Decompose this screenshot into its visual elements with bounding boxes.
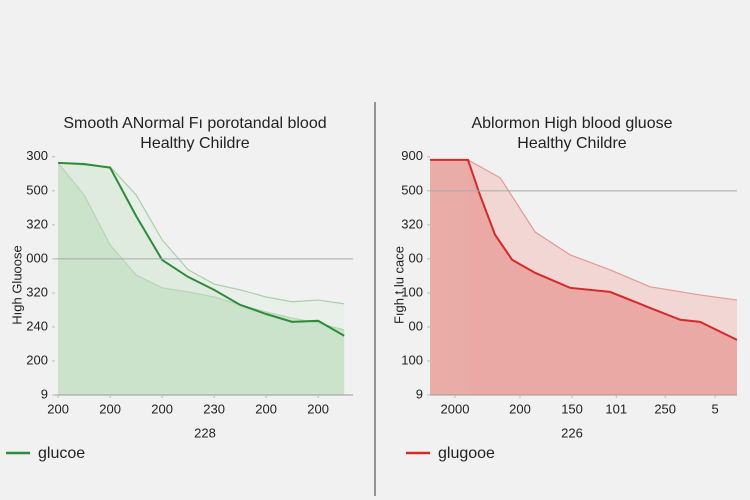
- chart-title: Smooth ANormal Fı porotandal blood: [63, 115, 326, 132]
- y-tick-label: 200: [26, 352, 48, 367]
- secondary-line: [467, 159, 738, 301]
- y-tick-label: 100: [401, 284, 423, 299]
- x-tick-label: 5: [712, 401, 719, 416]
- x-tick-label: 101: [605, 401, 627, 416]
- chart-subtitle: Healthy Childre: [140, 135, 249, 152]
- x-tick-label: 200: [307, 401, 329, 416]
- y-tick-label: 240: [26, 318, 48, 333]
- y-tick-label: 900: [401, 148, 423, 163]
- y-tick-label: 500: [401, 182, 423, 197]
- y-tick-label: 00: [409, 318, 423, 333]
- legend-label: glucoe: [38, 445, 85, 462]
- chart-title: Ablormon High blood gluose: [471, 115, 672, 132]
- y-tick-label: 9: [416, 386, 423, 401]
- x-tick-label: 200: [151, 401, 173, 416]
- x-tick-label: 2000: [441, 401, 470, 416]
- x-axis-label: 226: [561, 425, 583, 440]
- y-tick-label: 320: [26, 284, 48, 299]
- y-tick-label: 100: [401, 352, 423, 367]
- area: [58, 162, 345, 395]
- x-tick-label: 250: [654, 401, 676, 416]
- x-tick-label: 200: [255, 401, 277, 416]
- legend-label: glugooe: [438, 445, 495, 462]
- x-tick-label: 200: [47, 401, 69, 416]
- x-tick-label: 200: [509, 401, 531, 416]
- y-tick-label: 320: [401, 216, 423, 231]
- area: [430, 159, 737, 395]
- y-tick-label: 500: [26, 182, 48, 197]
- y-axis-label: Hıgh Gluoose: [9, 245, 24, 325]
- x-axis-label: 228: [194, 425, 216, 440]
- data-line: [430, 158, 738, 341]
- x-tick-label: 200: [99, 401, 121, 416]
- y-tick-label: 00: [409, 250, 423, 265]
- chart-subtitle: Healthy Childre: [517, 135, 626, 152]
- x-tick-label: 230: [203, 401, 225, 416]
- y-tick-label: 9: [41, 386, 48, 401]
- secondary-line: [57, 162, 345, 331]
- data-line: [58, 161, 345, 337]
- y-tick-label: 320: [26, 216, 48, 231]
- y-axis-label: Fıgh t lu cace: [391, 246, 406, 324]
- x-tick-label: 150: [561, 401, 583, 416]
- y-tick-label: 000: [26, 250, 48, 265]
- y-tick-label: 300: [26, 148, 48, 163]
